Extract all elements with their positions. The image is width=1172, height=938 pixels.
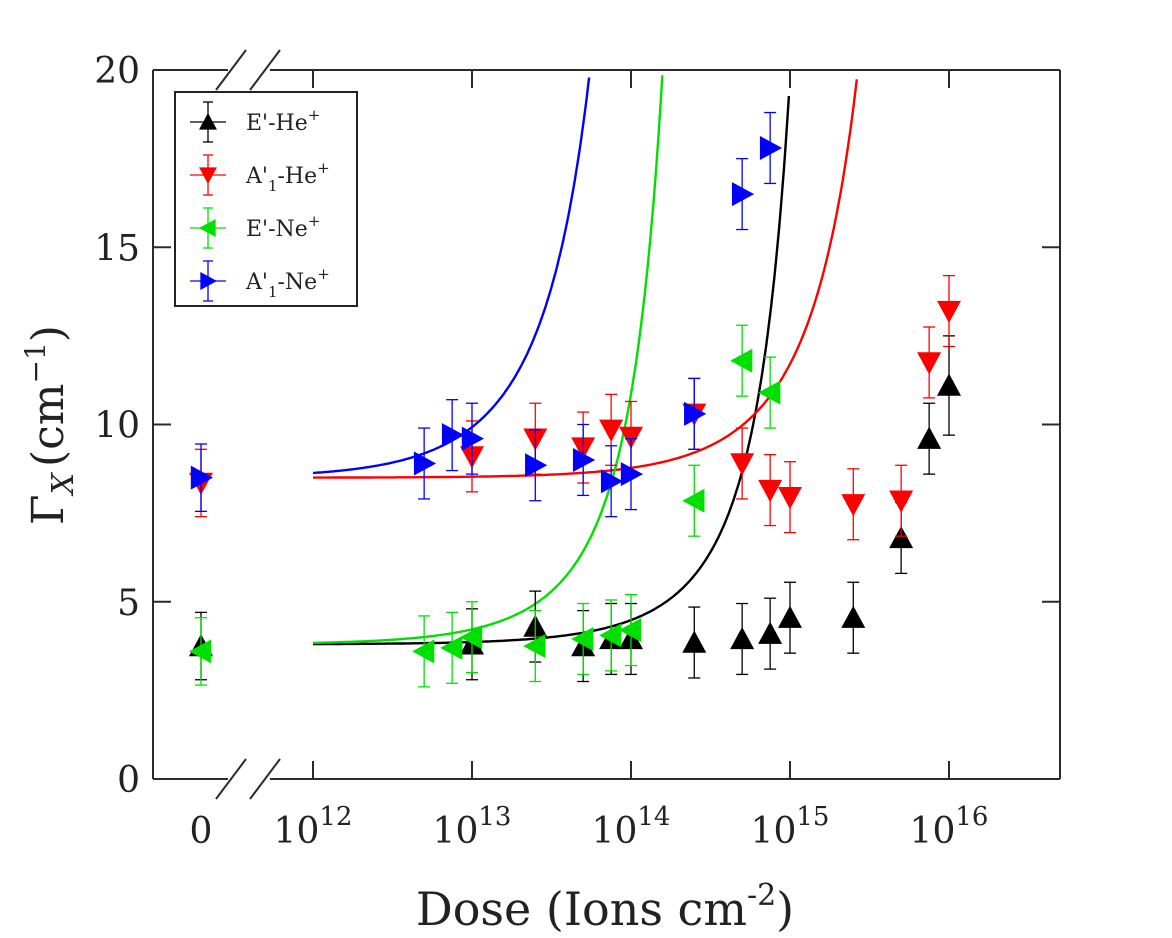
legend-item-2: A'1-He+ [190, 154, 330, 196]
data-point [731, 182, 755, 207]
data-point [572, 447, 596, 472]
axis-break-mark [215, 49, 247, 91]
x-tick-label: 1016 [910, 802, 989, 852]
data-point [778, 486, 802, 510]
data-point [600, 469, 624, 494]
data-markers [189, 111, 961, 688]
x-tick-label: 1012 [274, 802, 353, 852]
data-point [461, 426, 484, 451]
data-point [460, 625, 483, 650]
data-point [917, 352, 942, 375]
data-point [190, 465, 213, 490]
y-tick-labels: 0 5 10 15 20 [94, 51, 140, 801]
data-point [441, 423, 465, 448]
data-point [619, 426, 643, 449]
data-point [759, 135, 783, 160]
y-tick-label: 15 [94, 228, 140, 269]
data-point [730, 348, 753, 373]
data-point [778, 605, 802, 628]
data-point [619, 618, 642, 643]
data-point [841, 605, 866, 628]
legend-marker [199, 167, 217, 184]
legend-label: A'1-Ne+ [245, 265, 330, 301]
axis-break-mark [249, 49, 281, 91]
data-point [599, 419, 624, 442]
legend-item-1: E'-He+ [190, 101, 320, 143]
data-point [620, 462, 643, 487]
data-point [758, 479, 783, 503]
y-tick-label: 5 [117, 583, 140, 624]
data-point [412, 639, 435, 664]
data-point [440, 635, 463, 660]
x-tick-labels: 0 1012 1013 1014 1015 1016 [190, 802, 989, 852]
data-point [758, 621, 783, 644]
series-4 [190, 111, 783, 518]
data-point [889, 525, 914, 549]
legend: E'-He+ A'1-He+ E'-Ne+ A'1-Ne+ [174, 91, 358, 307]
legend-marker [199, 113, 217, 130]
data-point [523, 634, 546, 659]
data-point [682, 630, 707, 653]
data-point [684, 401, 707, 426]
data-point [841, 494, 866, 517]
y-tick-label: 0 [117, 760, 140, 801]
legend-label: A'1-He+ [245, 159, 330, 195]
legend-item-3: E'-Ne+ [190, 207, 320, 249]
legend-label: E'-Ne+ [246, 212, 320, 242]
x-tick-label: 1013 [433, 802, 512, 852]
x-tick-label: 0 [190, 811, 213, 852]
data-point [189, 639, 212, 664]
series-3 [189, 324, 781, 688]
legend-label: E'-He+ [246, 106, 320, 136]
x-tick-label: 1015 [751, 802, 830, 852]
fit-curve-2 [313, 79, 858, 479]
data-point [758, 380, 781, 405]
axis-break-mark [249, 758, 281, 800]
x-axis-label: Dose (Ions cm-2) [416, 878, 794, 936]
data-point [525, 453, 548, 478]
legend-item-4: A'1-Ne+ [190, 260, 330, 302]
legend-marker [200, 272, 217, 290]
data-point [599, 623, 622, 648]
data-point [937, 373, 961, 396]
data-point [682, 488, 705, 513]
y-tick-label: 20 [94, 51, 140, 92]
legend-marker [199, 219, 216, 237]
axis-break-mark [215, 758, 247, 800]
fit-curve-1 [313, 96, 791, 646]
data-point [413, 451, 437, 476]
data-point [571, 626, 594, 651]
data-point [730, 626, 755, 650]
fit-curve-3 [312, 75, 664, 645]
y-tick-label: 10 [94, 406, 140, 447]
x-tick-label: 1014 [592, 802, 671, 852]
data-point [937, 300, 961, 324]
data-point [889, 490, 914, 513]
axes-frame [152, 49, 1061, 800]
data-point [730, 453, 755, 476]
data-point [917, 426, 942, 449]
y-axis-label: ΓX(cm−1) [19, 325, 81, 525]
